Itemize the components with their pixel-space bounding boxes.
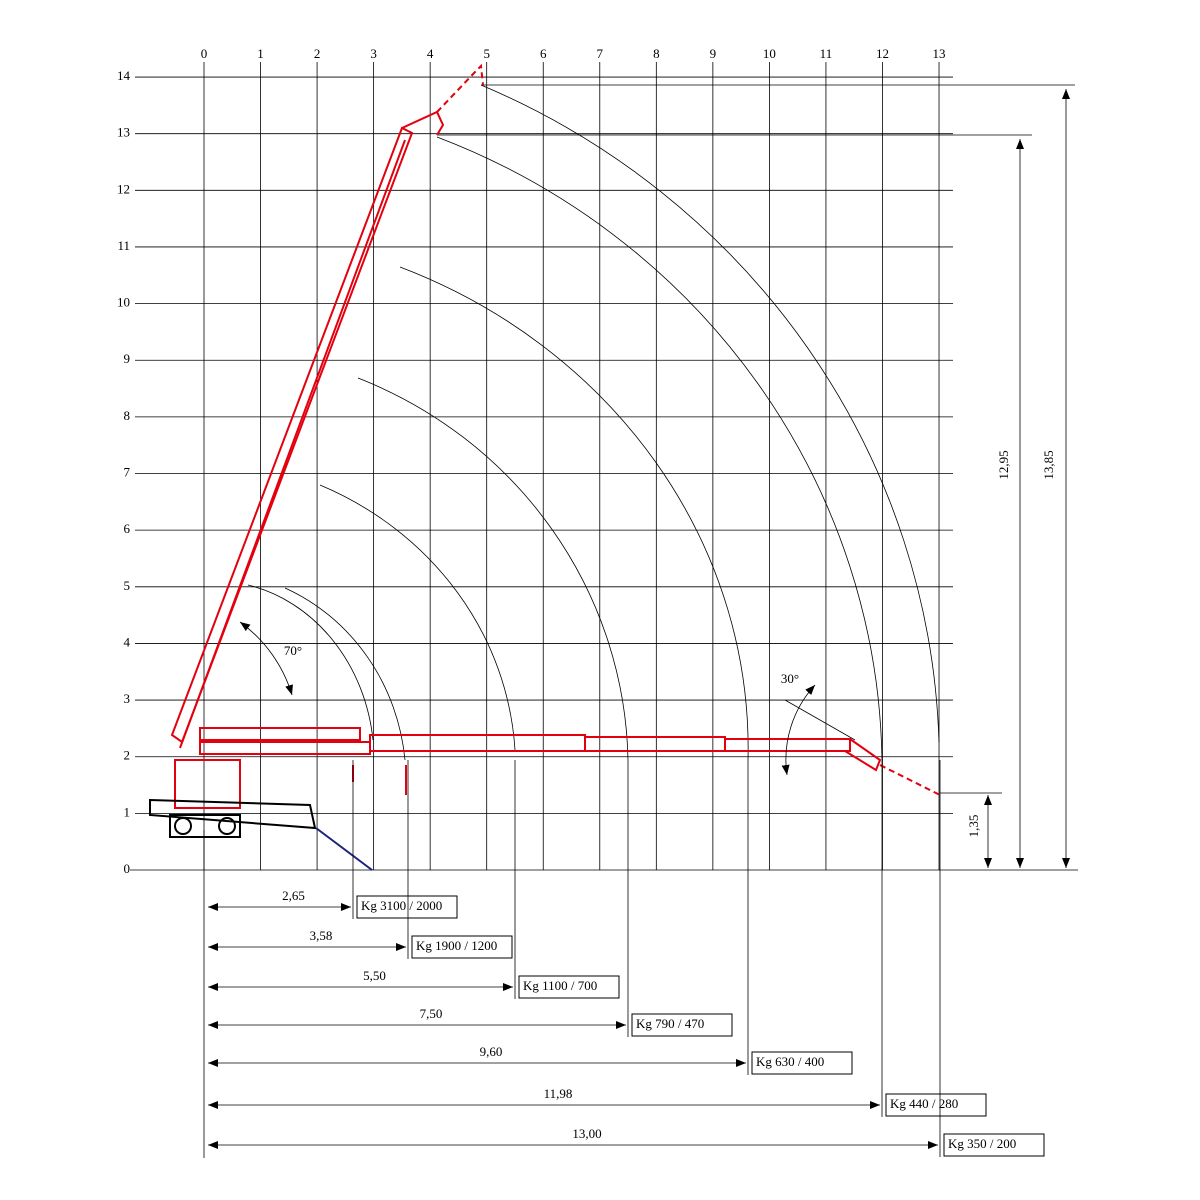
- y-label: 6: [124, 521, 131, 536]
- y-label: 10: [117, 295, 130, 310]
- distance-label: 11,98: [544, 1086, 573, 1101]
- x-label: 5: [483, 46, 490, 61]
- x-label: 11: [820, 46, 833, 61]
- y-label: 14: [117, 68, 131, 83]
- load-label: Kg 790 / 470: [636, 1016, 704, 1031]
- y-label: 13: [117, 125, 130, 140]
- load-box: [356, 895, 458, 919]
- height-label: 1,35: [966, 815, 981, 838]
- x-label: 0: [201, 46, 208, 61]
- y-label: 0: [124, 861, 131, 876]
- load-label: Kg 1100 / 700: [523, 978, 597, 993]
- y-label: 4: [124, 634, 131, 649]
- height-label: 13,85: [1041, 450, 1056, 479]
- distance-label: 2,65: [282, 888, 305, 903]
- x-label: 1: [257, 46, 264, 61]
- reach-table: 2,65 Kg 3100 / 2000 3,58 Kg 1900 / 1200 5,50…: [203, 760, 1045, 1158]
- height-label: 12,95: [996, 450, 1011, 479]
- load-label: Kg 440 / 280: [890, 1096, 958, 1111]
- load-box: [411, 935, 513, 959]
- load-label: Kg 630 / 400: [756, 1054, 824, 1069]
- load-box: [631, 1013, 733, 1037]
- angle-label: 70°: [284, 643, 302, 658]
- x-label: 9: [710, 46, 717, 61]
- y-label: 9: [124, 351, 131, 366]
- angle-label: 30°: [781, 671, 799, 686]
- y-label: 5: [124, 578, 131, 593]
- load-box: [751, 1051, 853, 1075]
- x-label: 6: [540, 46, 547, 61]
- y-label: 11: [117, 238, 130, 253]
- x-label: 2: [314, 46, 321, 61]
- load-box: [943, 1133, 1045, 1157]
- x-label: 3: [370, 46, 377, 61]
- y-label: 3: [124, 691, 131, 706]
- load-label: Kg 350 / 200: [948, 1136, 1016, 1151]
- y-label: 7: [124, 465, 131, 480]
- distance-label: 7,50: [420, 1006, 443, 1021]
- y-label: 8: [124, 408, 131, 423]
- load-label: Kg 1900 / 1200: [416, 938, 497, 953]
- reach-arcs: [247, 84, 940, 761]
- load-box: [518, 975, 620, 999]
- y-label: 12: [117, 181, 130, 196]
- x-label: 13: [933, 46, 946, 61]
- x-label: 12: [876, 46, 889, 61]
- y-label: 1: [124, 804, 131, 819]
- load-label: Kg 3100 / 2000: [361, 898, 442, 913]
- distance-label: 3,58: [310, 928, 333, 943]
- x-label: 8: [653, 46, 660, 61]
- x-label: 4: [427, 46, 434, 61]
- x-label: 7: [597, 46, 604, 61]
- x-label: 10: [763, 46, 776, 61]
- distance-label: 13,00: [572, 1126, 601, 1141]
- load-box: [885, 1093, 987, 1117]
- y-label: 2: [124, 748, 131, 763]
- crane: [149, 63, 941, 871]
- distance-label: 9,60: [480, 1044, 503, 1059]
- distance-label: 5,50: [363, 968, 386, 983]
